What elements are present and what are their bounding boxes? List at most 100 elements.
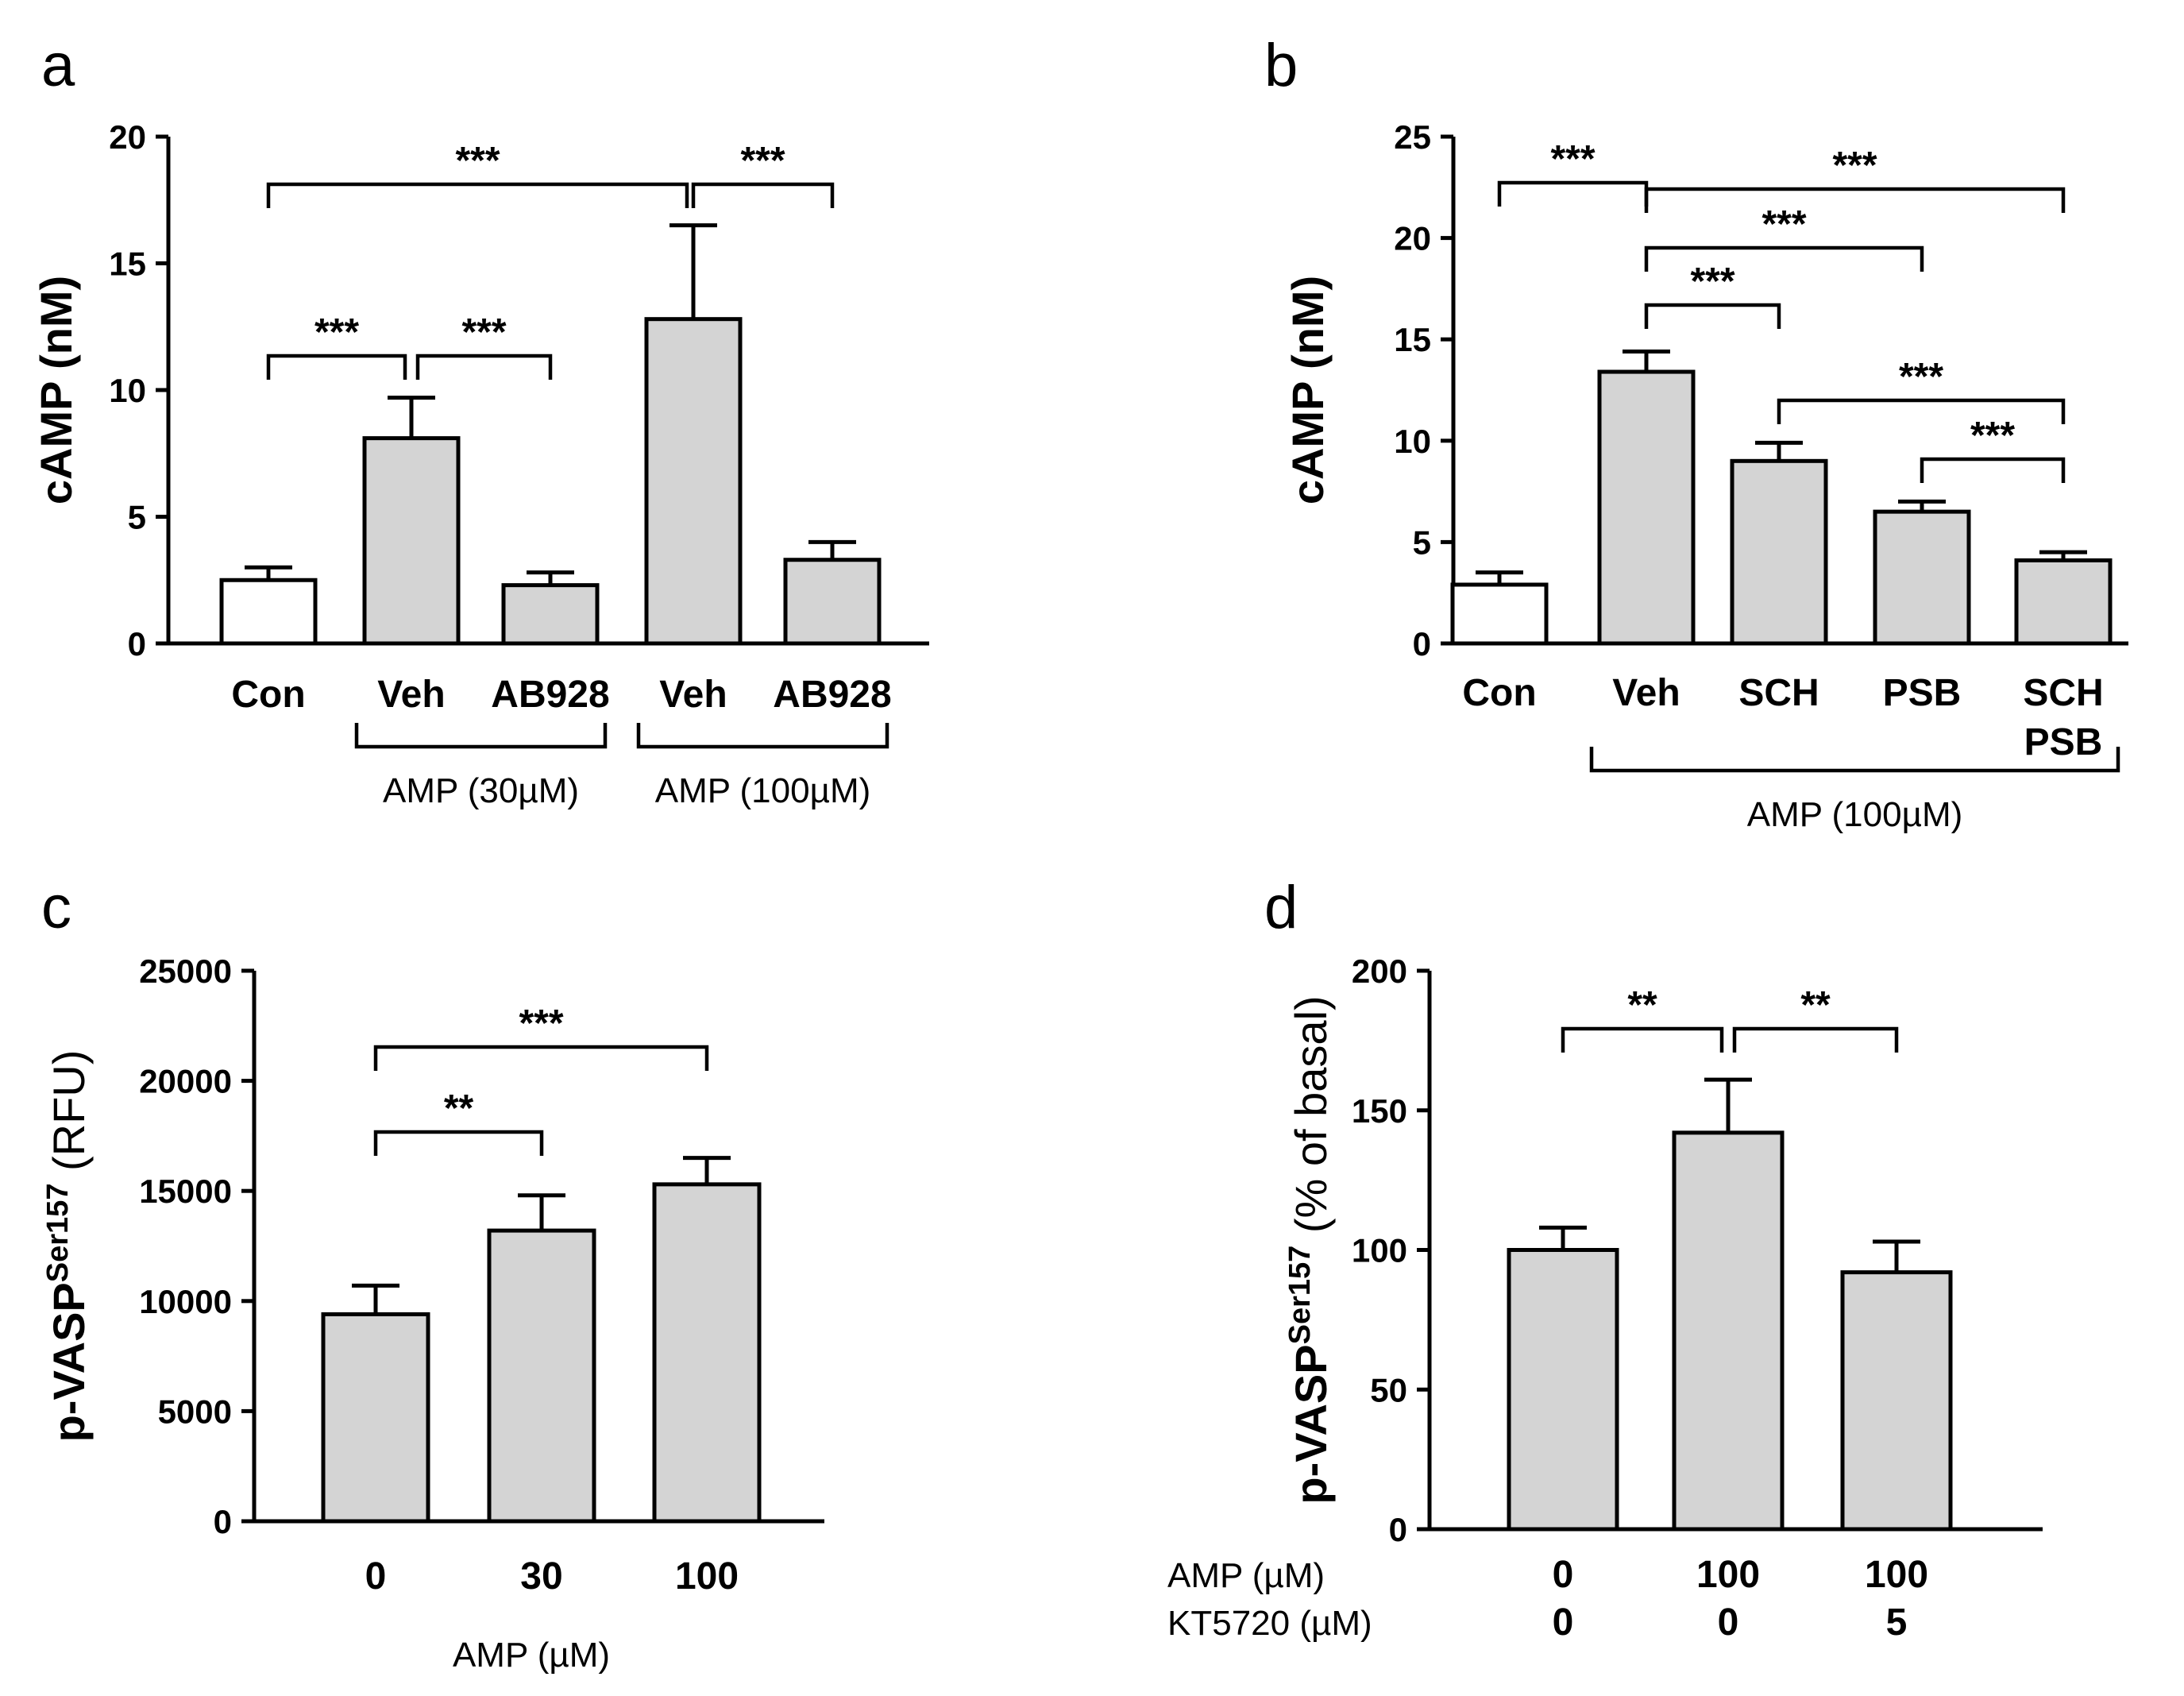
- bar: [644, 317, 743, 646]
- bar: [362, 436, 461, 646]
- y-tick-label: 15: [1394, 321, 1431, 358]
- group-bracket: [1589, 747, 2120, 773]
- category-label: PSB: [2024, 721, 2103, 763]
- significance-label: ***: [519, 1003, 563, 1045]
- y-tick-label: 15: [109, 245, 146, 283]
- significance-label: ***: [1761, 203, 1806, 245]
- x-axis-label: AMP (µM): [453, 1636, 610, 1675]
- category-label: 100: [675, 1555, 739, 1597]
- y-tick-label: 5: [128, 499, 146, 536]
- category-label: SCH: [2023, 672, 2103, 714]
- category-label: AB928: [491, 674, 609, 716]
- panel-letter: c: [41, 874, 71, 941]
- panel-b: b 0 5 10 15 20 25 cAMP (nM) Con Veh SCH PSB SCH PSB AM…: [1264, 32, 2128, 834]
- y-axis-label-sup: Ser157: [41, 1184, 75, 1283]
- row-value: 100: [1865, 1554, 1928, 1596]
- significance-label: ***: [461, 311, 506, 353]
- y-axis-label-sup: Ser157: [1283, 1246, 1317, 1345]
- group-label: AMP (100µM): [1747, 795, 1963, 834]
- row-value: 0: [1718, 1601, 1739, 1644]
- bar: [652, 1182, 762, 1524]
- panel-letter: b: [1264, 32, 1298, 99]
- y-tick-label: 10: [109, 372, 146, 409]
- significance-bracket: [1644, 303, 1781, 329]
- row-value: 0: [1553, 1601, 1574, 1644]
- category-label: Veh: [377, 674, 445, 716]
- bar: [1840, 1270, 1953, 1532]
- y-tick-label: 15000: [139, 1173, 232, 1210]
- significance-bracket: [266, 353, 407, 380]
- bar: [783, 558, 882, 646]
- significance-bracket: [373, 1045, 709, 1071]
- row-value: 100: [1696, 1554, 1760, 1596]
- y-tick-label: 10000: [139, 1283, 232, 1320]
- y-tick-label: 0: [214, 1503, 232, 1540]
- bar: [1873, 509, 1971, 646]
- significance-bracket: [266, 182, 689, 208]
- y-tick-label: 200: [1352, 952, 1407, 990]
- y-tick-label: 5: [1413, 523, 1431, 561]
- y-tick-label: 50: [1370, 1371, 1407, 1408]
- y-tick-label: 25000: [139, 952, 232, 990]
- y-tick-label: 0: [1413, 625, 1431, 663]
- panel-a: a 0 5 10 15 20 cAMP (nM) Con Veh AB928 Veh AB928 AMP…: [31, 32, 929, 810]
- y-tick-label: 20: [1394, 220, 1431, 257]
- significance-bracket: [1920, 457, 2066, 483]
- y-tick-label: 150: [1352, 1092, 1407, 1130]
- bar: [487, 1228, 596, 1524]
- significance-bracket: [1644, 245, 1924, 272]
- y-axis-label: cAMP (nM): [31, 276, 81, 504]
- bar: [501, 583, 600, 646]
- row-value: 5: [1886, 1601, 1908, 1644]
- significance-bracket: [1561, 1026, 1724, 1053]
- significance-bracket: [1777, 398, 2066, 424]
- significance-label: ***: [1690, 261, 1734, 303]
- significance-label: **: [1800, 984, 1831, 1026]
- y-axis-label-suffix: (% of basal): [1286, 995, 1336, 1245]
- category-label: 30: [520, 1555, 562, 1597]
- y-tick-label: 20: [109, 118, 146, 156]
- bar: [1730, 458, 1828, 646]
- significance-label: ***: [740, 140, 785, 182]
- y-tick-label: 0: [1389, 1511, 1407, 1548]
- significance-label: **: [1627, 984, 1657, 1026]
- category-label: AB928: [773, 674, 891, 716]
- y-axis-label: p-VASPSer157 (% of basal): [1283, 995, 1336, 1504]
- category-label: 0: [365, 1555, 387, 1597]
- group-bracket: [354, 723, 608, 749]
- y-tick-label: 20000: [139, 1063, 232, 1100]
- bar: [2014, 558, 2113, 646]
- significance-label: ***: [455, 140, 500, 182]
- y-axis-label: cAMP (nM): [1283, 276, 1333, 504]
- significance-label: ***: [1832, 145, 1877, 187]
- category-label: Veh: [659, 674, 727, 716]
- significance-label: ***: [314, 311, 359, 353]
- significance-label: ***: [1899, 356, 1943, 398]
- bar: [1672, 1130, 1785, 1532]
- significance-bracket: [691, 182, 835, 208]
- significance-bracket: [1497, 180, 1649, 207]
- bar: [1507, 1248, 1619, 1532]
- bar: [219, 578, 318, 646]
- significance-label: ***: [1550, 138, 1595, 180]
- panel-letter: a: [41, 32, 75, 99]
- row-value: 0: [1553, 1554, 1574, 1596]
- y-axis-label-suffix: (RFU): [44, 1050, 94, 1184]
- category-label: SCH: [1738, 672, 1819, 714]
- significance-bracket: [1644, 187, 2066, 213]
- category-label: Veh: [1612, 672, 1680, 714]
- significance-bracket: [415, 353, 553, 380]
- significance-label: ***: [1970, 415, 2015, 457]
- bar: [1450, 582, 1549, 646]
- bar: [1597, 369, 1696, 646]
- significance-bracket: [1732, 1026, 1899, 1053]
- y-tick-label: 0: [128, 625, 146, 663]
- significance-label: **: [444, 1088, 474, 1130]
- significance-bracket: [373, 1130, 544, 1156]
- panel-c: c 0 5000 10000 15000 20000 25000 p-VASPSer157 (…: [41, 874, 824, 1675]
- category-label: PSB: [1883, 672, 1962, 714]
- category-label: Con: [231, 674, 305, 716]
- category-label: Con: [1462, 672, 1536, 714]
